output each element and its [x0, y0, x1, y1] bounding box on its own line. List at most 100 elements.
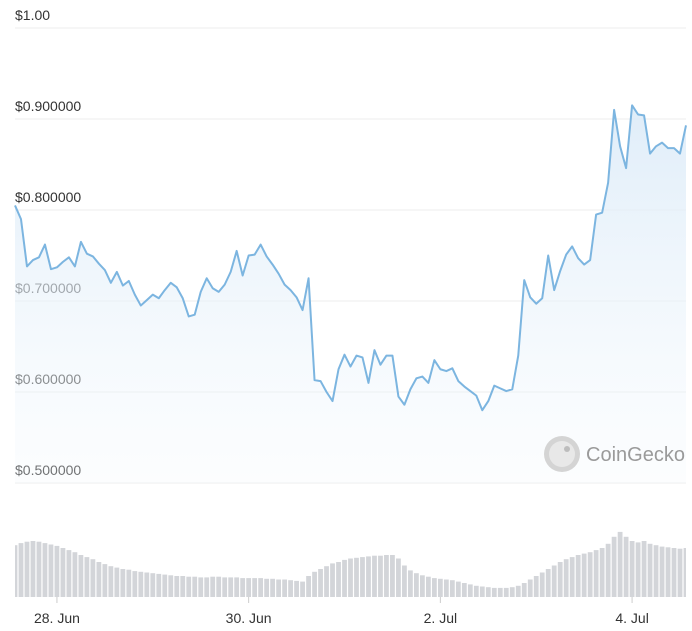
volume-bar: [384, 555, 389, 597]
volume-bar: [60, 548, 66, 597]
volume-bar: [342, 559, 347, 597]
x-tick-label: 2. Jul: [424, 610, 457, 626]
volume-bar: [18, 543, 24, 597]
y-tick-label: $0.900000: [15, 98, 81, 114]
watermark: CoinGecko: [544, 436, 685, 472]
volume-bar: [228, 577, 234, 597]
volume-bar: [431, 578, 437, 597]
volume-bar: [36, 541, 42, 597]
volume-bar: [587, 552, 593, 597]
volume-bar: [294, 580, 299, 597]
volume-bar: [120, 569, 126, 597]
volume-bar: [563, 559, 569, 597]
volume-bar: [168, 575, 174, 597]
volume-bar: [42, 543, 48, 597]
volume-bar: [414, 573, 419, 597]
volume-bar: [569, 557, 575, 597]
y-tick-label: $1.00: [15, 7, 50, 23]
volume-bar: [366, 556, 371, 597]
volume-bar: [264, 578, 270, 597]
x-axis: 28. Jun 30. Jun 2. Jul 4. Jul: [34, 597, 649, 626]
volume-bar: [15, 545, 18, 597]
volume-bar: [48, 544, 54, 597]
volume-bar: [605, 543, 611, 597]
volume-bar: [677, 548, 683, 597]
volume-bar: [24, 541, 30, 597]
volume-bar: [408, 570, 413, 597]
volume-bar: [671, 548, 677, 597]
volume-bar: [138, 571, 144, 597]
volume-bar: [348, 558, 353, 597]
volume-bar: [659, 546, 665, 597]
volume-bar: [449, 580, 455, 597]
x-tick-label: 30. Jun: [226, 610, 272, 626]
volume-bar: [635, 542, 641, 597]
volume-bar: [623, 536, 629, 597]
volume-bar: [90, 559, 96, 597]
volume-bar: [396, 558, 401, 597]
volume-bar: [629, 541, 635, 597]
volume-bar: [378, 555, 383, 597]
watermark-text: CoinGecko: [586, 444, 685, 466]
volume-bar: [96, 562, 102, 597]
volume-bar: [533, 576, 539, 597]
volume-bar: [581, 553, 587, 597]
volume-bar: [192, 576, 198, 597]
volume-bars: [15, 531, 686, 597]
volume-bar: [372, 555, 377, 597]
price-layer: [14, 104, 687, 483]
volume-bar: [419, 575, 425, 597]
volume-bar: [66, 550, 72, 597]
volume-bar: [503, 587, 509, 597]
volume-bar: [336, 562, 341, 597]
volume-bar: [132, 571, 138, 597]
volume-bar: [551, 565, 557, 597]
volume-bar: [683, 548, 686, 597]
volume-bar: [509, 587, 515, 597]
volume-bar: [144, 572, 150, 597]
volume-bar: [461, 583, 467, 597]
volume-bar: [174, 576, 180, 597]
volume-bar: [180, 576, 186, 597]
volume-bar: [437, 578, 443, 597]
volume-bar: [240, 578, 246, 597]
volume-bar: [288, 580, 293, 597]
volume-bar: [521, 583, 527, 597]
volume-bar: [252, 578, 258, 597]
volume-bar: [156, 573, 162, 597]
volume-bar: [485, 587, 491, 597]
volume-bar: [72, 552, 78, 597]
volume-bar: [204, 577, 210, 597]
watermark-logo-inner: [549, 441, 575, 467]
volume-bar: [330, 563, 335, 597]
volume-bar: [617, 531, 623, 597]
volume-bar: [216, 576, 222, 597]
volume-bar: [270, 578, 276, 597]
volume-bar: [276, 579, 282, 597]
volume-bar: [599, 548, 605, 597]
volume-bar: [527, 579, 533, 597]
volume-bar: [162, 574, 168, 597]
volume-bar: [258, 578, 264, 597]
volume-bar: [402, 565, 407, 597]
volume-bar: [443, 579, 449, 597]
volume-bar: [234, 577, 240, 597]
volume-bar: [455, 581, 461, 597]
volume-bar: [198, 577, 204, 597]
volume-bar: [515, 585, 521, 597]
volume-bar: [126, 569, 132, 597]
volume-bar: [557, 562, 563, 597]
volume-bar: [30, 541, 36, 597]
x-tick-label: 28. Jun: [34, 610, 80, 626]
volume-bar: [641, 541, 647, 597]
volume-bar: [318, 569, 323, 597]
volume-bar: [473, 585, 479, 597]
volume-bar: [491, 587, 497, 597]
volume-bar: [306, 576, 311, 597]
watermark-logo-eye: [564, 446, 570, 452]
volume-bar: [479, 586, 485, 597]
volume-bar: [665, 547, 671, 597]
volume-bar: [186, 576, 192, 597]
volume-bar: [324, 566, 329, 597]
